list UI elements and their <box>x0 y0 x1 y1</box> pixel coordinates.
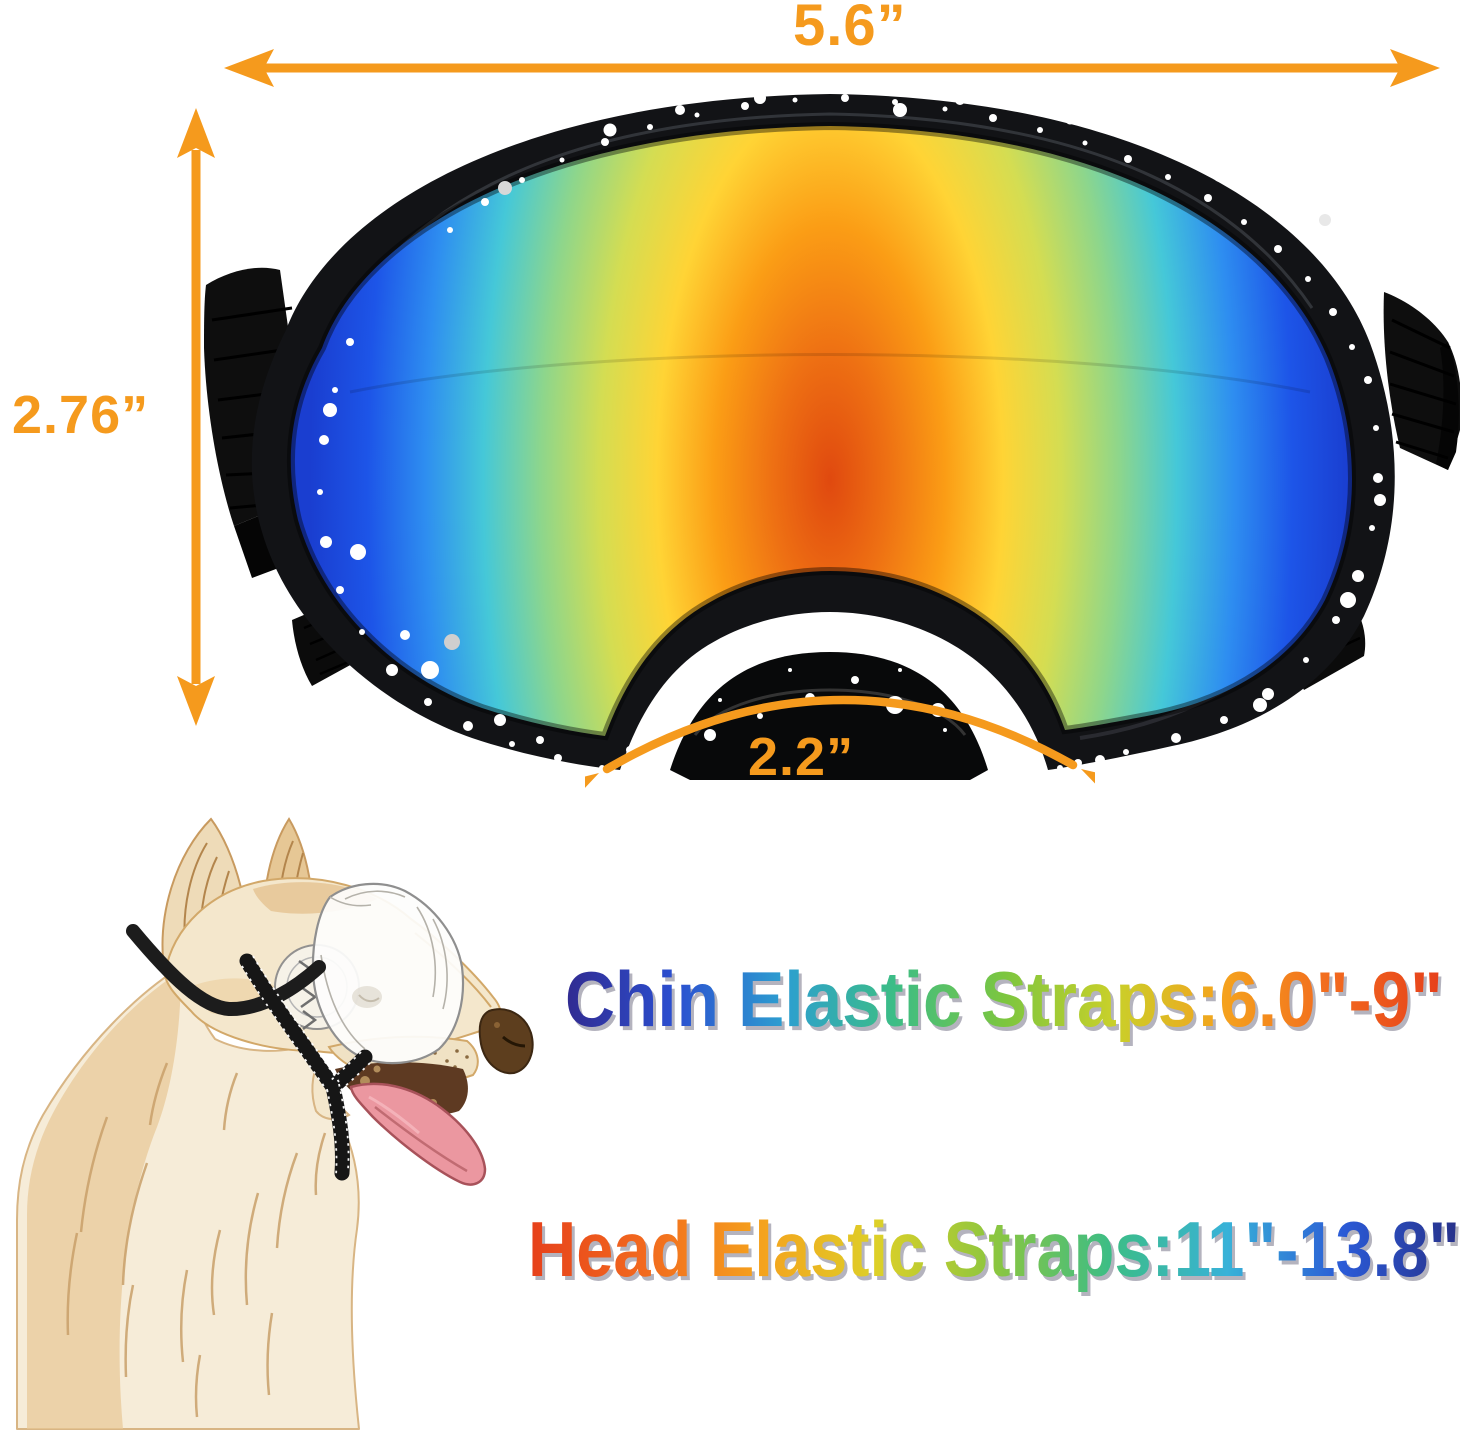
dog-illustration <box>16 817 534 1430</box>
goggle-right-strap <box>1383 292 1460 470</box>
dog-nose <box>478 1008 534 1075</box>
head-strap <box>126 924 326 1017</box>
height-arrow-icon <box>177 108 215 726</box>
dog-tongue <box>349 1082 487 1186</box>
chin-strap <box>239 953 373 1181</box>
dog-goggles-illustration <box>204 92 1460 780</box>
dog-muzzle-mask <box>311 882 465 1065</box>
chin-strap-spec-text: Chin Elastic Straps:6.0"-9" <box>565 955 1443 1043</box>
bridge-curve-arrow-icon <box>585 695 1095 803</box>
chin-strap-spec: Chin Elastic Straps:6.0"-9" Chin Elastic… <box>565 955 1446 1047</box>
chin-strap-spec-shadow: Chin Elastic Straps:6.0"-9" <box>568 959 1446 1047</box>
width-arrow-icon <box>224 49 1440 87</box>
head-strap-spec-text: Head Elastic Straps:11"-13.8" <box>528 1205 1460 1293</box>
goggle-lens <box>286 121 1356 741</box>
head-strap-spec: Head Elastic Straps:11"-13.8" Head Elast… <box>528 1205 1463 1297</box>
speckle-pattern <box>317 92 1386 771</box>
dog-mouth <box>335 1062 487 1186</box>
head-strap-spec-shadow: Head Elastic Straps:11"-13.8" <box>531 1209 1463 1297</box>
fur-strokes <box>66 1062 327 1418</box>
height-dimension-label: 2.76” <box>12 385 150 445</box>
width-dimension-label: 5.6” <box>793 0 907 58</box>
bridge-dimension-label: 2.2” <box>748 727 855 787</box>
